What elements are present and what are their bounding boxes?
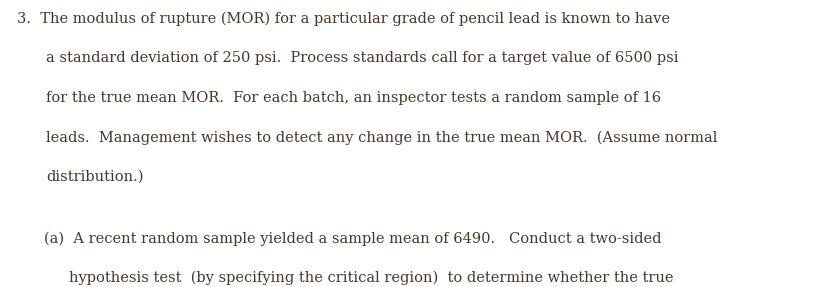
Text: (a)  A recent random sample yielded a sample mean of 6490.   Conduct a two-sided: (a) A recent random sample yielded a sam… (44, 231, 661, 246)
Text: distribution.): distribution.) (46, 170, 144, 184)
Text: for the true mean MOR.  For each batch, an inspector tests a random sample of 16: for the true mean MOR. For each batch, a… (46, 91, 661, 105)
Text: leads.  Management wishes to detect any change in the true mean MOR.  (Assume no: leads. Management wishes to detect any c… (46, 130, 717, 145)
Text: hypothesis test  (by specifying the critical region)  to determine whether the t: hypothesis test (by specifying the criti… (69, 271, 674, 285)
Text: 3.  The modulus of rupture (MOR) for a particular grade of pencil lead is known : 3. The modulus of rupture (MOR) for a pa… (17, 11, 669, 26)
Text: a standard deviation of 250 psi.  Process standards call for a target value of 6: a standard deviation of 250 psi. Process… (46, 51, 679, 65)
